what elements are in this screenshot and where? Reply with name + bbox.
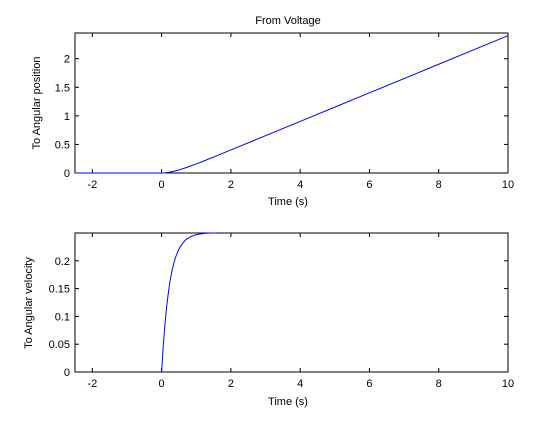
top-x-tick-label: 6 [366, 179, 372, 191]
bottom-axes-box [74, 232, 509, 373]
top-axes-box [74, 32, 509, 174]
y-axis-label-bottom: To Angular velocity [23, 257, 35, 349]
bottom-y-tick-label: 0.1 [55, 311, 70, 323]
bottom-y-tick-label: 0.2 [55, 256, 70, 268]
x-axis-label-bottom: Time (s) [268, 396, 308, 408]
plot-angular-velocity: -2 0 2 4 6 8 10 0 0.05 0.1 0.15 0.2 [49, 232, 514, 390]
bottom-series-line [161, 232, 218, 373]
plot-angular-position: -2 0 2 4 6 8 10 0 0.5 1 1.5 2 [55, 32, 514, 191]
top-x-tick-label: 0 [159, 179, 165, 191]
bottom-x-tick-label: 2 [228, 378, 234, 390]
top-x-tick-label: 4 [297, 179, 303, 191]
top-series-line [75, 35, 509, 174]
bottom-x-tick-label: 4 [297, 378, 303, 390]
top-y-tick-label: 2 [64, 54, 70, 66]
top-x-tick-label: 2 [228, 179, 234, 191]
top-y-tick-label: 0 [64, 168, 70, 180]
bottom-x-tick-label: 0 [159, 378, 165, 390]
top-x-tick-label: 10 [502, 179, 514, 191]
bottom-x-tick-label: 8 [436, 378, 442, 390]
bottom-y-tick-label: 0.05 [49, 339, 70, 351]
top-x-tick-label: -2 [87, 179, 97, 191]
bottom-y-tick-label: 0.15 [49, 284, 70, 296]
top-x-tick-label: 8 [436, 179, 442, 191]
top-y-tick-label: 0.5 [55, 139, 70, 151]
chart-title: From Voltage [255, 15, 320, 27]
bottom-x-tick-label: 6 [366, 378, 372, 390]
top-y-tick-label: 1 [64, 111, 70, 123]
top-y-tick-label: 1.5 [55, 82, 70, 94]
bottom-x-tick-label: 10 [502, 378, 514, 390]
y-axis-label-top: To Angular position [31, 57, 43, 150]
x-axis-label-top: Time (s) [268, 196, 308, 208]
bottom-x-tick-label: -2 [87, 378, 97, 390]
bottom-y-tick-label: 0 [64, 367, 70, 379]
